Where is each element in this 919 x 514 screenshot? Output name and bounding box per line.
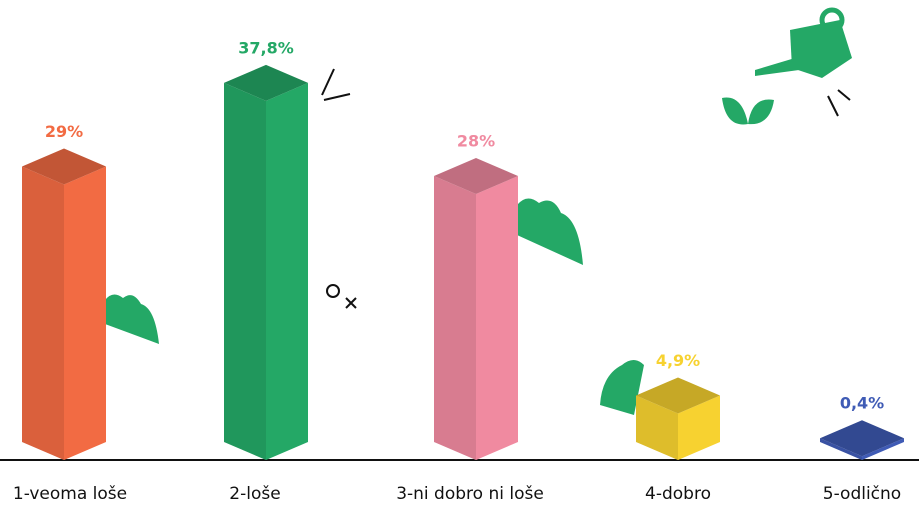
leaves [722,97,774,125]
bar-left-face [22,166,64,460]
x-tick-label: 2-loše [229,484,280,504]
bar-top-face [224,64,308,101]
bar-top-face [820,420,904,457]
bar-left-face [224,82,266,461]
value-label: 37,8% [238,38,294,57]
watering-can [755,7,852,117]
bar-left-face [434,176,476,460]
bar-right-face [862,438,904,460]
bar-top-face [636,377,720,414]
bar-right-face [64,166,106,460]
decorations [105,7,852,415]
bar-right-face [678,395,720,460]
bar-right-face [476,176,518,460]
cloud [105,294,159,344]
x-tick-label: 1-veoma loše [13,484,127,504]
value-label: 29% [45,122,83,141]
value-label: 0,4% [840,394,884,413]
cloud [517,198,583,265]
cloud [600,360,644,415]
spark [321,68,351,101]
bar-right-face [266,82,308,461]
circle-doodle [326,284,340,298]
cross-doodle [345,297,357,309]
bar-top-face [22,148,106,185]
bar-top-face [434,158,518,194]
x-tick-label: 4-dobro [645,484,711,504]
value-label: 4,9% [656,351,700,370]
bar-left-face [820,438,862,460]
value-label: 28% [457,132,495,151]
x-tick-label: 3-ni dobro ni loše [396,484,544,504]
x-tick-label: 5-odlično [823,484,901,504]
bar-left-face [636,395,678,460]
